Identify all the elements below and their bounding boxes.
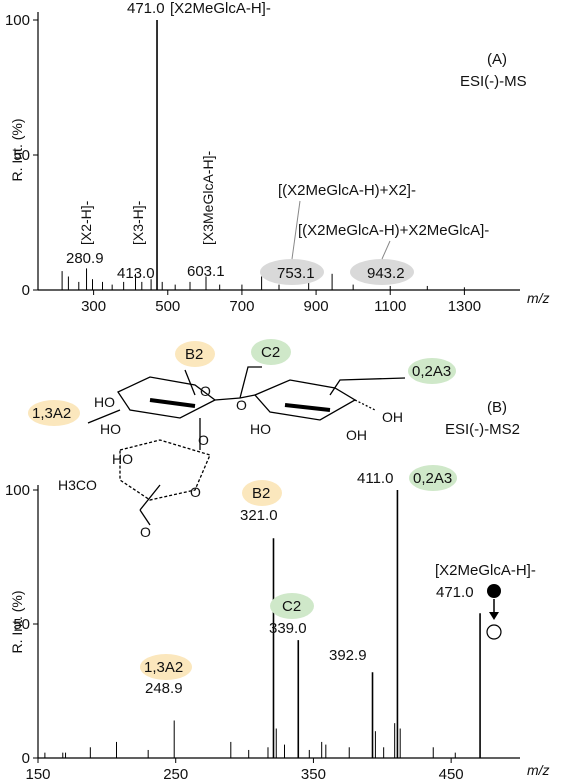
- panel-a-mode: ESI(-)-MS: [460, 73, 527, 90]
- panel-b-mode: ESI(-)-MS2: [445, 421, 520, 438]
- x-tick-label: 900: [304, 298, 329, 315]
- fragment-b2-top: B2: [185, 346, 203, 363]
- bubble-c2-top: [251, 339, 291, 365]
- panel-b-y-ticks: 0 50 100: [5, 482, 38, 767]
- y-tick-label: 0: [22, 750, 30, 767]
- fragment-c2: C2: [282, 598, 301, 615]
- peak-label-a413: 413.0: [117, 265, 155, 282]
- panel-a-xlabel: m/z: [527, 290, 550, 306]
- x-tick-label: 300: [81, 298, 106, 315]
- x-tick-label: 700: [229, 298, 254, 315]
- precursor-label: [X2MeGlcA-H]-: [435, 562, 536, 579]
- bubble-b2: [242, 480, 282, 506]
- struct-h3co: H3CO: [58, 477, 97, 493]
- x-tick-label: 150: [25, 766, 50, 783]
- structure-labels: HO HO HO HO OH OH O O O O H3CO O: [58, 383, 403, 540]
- y-tick-label: 50: [13, 616, 30, 633]
- bubble-a3: [409, 465, 457, 491]
- annotation-top: [X2MeGlcA-H]-: [170, 0, 271, 17]
- struct-ho-4: HO: [112, 451, 133, 467]
- annotation-dimer2: [(X2MeGlcA-H)+X2MeGlcA]-: [298, 222, 489, 239]
- panel-b-x-ticks: 150 250 350 450: [25, 758, 464, 783]
- x-tick-label: 350: [301, 766, 326, 783]
- precursor-filled-dot: [487, 584, 501, 598]
- fragment-a3-top: 0,2A3: [412, 363, 451, 380]
- annotation-x3: [X3-H]-: [130, 200, 146, 245]
- peak-label-a943: 943.2: [367, 265, 405, 282]
- y-tick-label: 100: [5, 12, 30, 29]
- x-tick-label: 450: [439, 766, 464, 783]
- fragment-a2-top: 1,3A2: [32, 405, 71, 422]
- panel-b-xlabel: m/z: [527, 762, 550, 778]
- bubble-a2: [140, 654, 192, 680]
- struct-o-2: O: [236, 397, 247, 413]
- peak-label-b249: 248.9: [145, 680, 183, 697]
- panel-a-label: (A): [487, 51, 507, 68]
- callout-dimer1: [291, 200, 301, 260]
- peak-label-b339: 339.0: [269, 620, 307, 637]
- struct-ho-2: HO: [100, 421, 121, 437]
- annotation-x2: [X2-H]-: [78, 200, 94, 245]
- x-tick-label: 250: [163, 766, 188, 783]
- struct-o-5: O: [140, 524, 151, 540]
- panel-a-x-ticks: 300 500 700 900 1100 1300: [81, 290, 481, 315]
- panel-a-peaks: [61, 20, 465, 290]
- struct-ho-3: HO: [250, 421, 271, 437]
- y-tick-label: 0: [22, 282, 30, 299]
- callout-dimer2: [381, 240, 391, 260]
- panel-b-ylabel: R. Int. (%): [9, 590, 25, 653]
- y-tick-label: 50: [13, 147, 30, 164]
- peak-label-a603: 603.1: [187, 263, 225, 280]
- peak-label-a471: 471.0: [127, 0, 165, 17]
- struct-o-1: O: [200, 383, 211, 399]
- peak-label-a753: 753.1: [277, 265, 315, 282]
- peak-label-b321: 321.0: [240, 507, 278, 524]
- x-tick-label: 1100: [374, 298, 406, 315]
- panel-a-y-ticks: 0 50 100: [5, 12, 38, 299]
- panel-b-peaks: [44, 490, 481, 758]
- structure-diagram: [87, 366, 406, 526]
- panel-a-ylabel: R. Int. (%): [9, 118, 25, 181]
- x-tick-label: 1300: [448, 298, 481, 315]
- y-tick-label: 100: [5, 482, 30, 499]
- x-tick-label: 500: [155, 298, 180, 315]
- struct-ho-1: HO: [94, 394, 115, 410]
- struct-oh-1: OH: [382, 409, 403, 425]
- bubble-753: [260, 259, 324, 285]
- bubble-b2-top: [175, 341, 215, 367]
- annotation-x3me: [X3MeGlcA-H]-: [200, 151, 216, 245]
- struct-oh-2: OH: [346, 427, 367, 443]
- annotation-dimer1: [(X2MeGlcA-H)+X2]-: [278, 182, 416, 199]
- fragment-a2: 1,3A2: [144, 659, 183, 676]
- peak-label-b471: 471.0: [436, 584, 474, 601]
- bubble-a3-top: [408, 358, 456, 384]
- panel-b-label: (B): [487, 399, 507, 416]
- bubble-c2: [270, 593, 314, 619]
- fragment-a3: 0,2A3: [413, 470, 452, 487]
- precursor-arrow-head: [489, 612, 499, 620]
- struct-o-4: O: [190, 484, 201, 500]
- bubble-943: [350, 259, 414, 285]
- bubble-a2-top: [28, 400, 80, 426]
- peak-label-a281: 280.9: [66, 250, 104, 267]
- peak-label-b411: 411.0: [357, 470, 393, 487]
- precursor-open-dot: [486, 624, 502, 640]
- peak-label-b393: 392.9: [329, 647, 367, 664]
- fragment-c2-top: C2: [261, 344, 280, 361]
- struct-o-3: O: [198, 432, 209, 448]
- fragment-b2: B2: [252, 485, 270, 502]
